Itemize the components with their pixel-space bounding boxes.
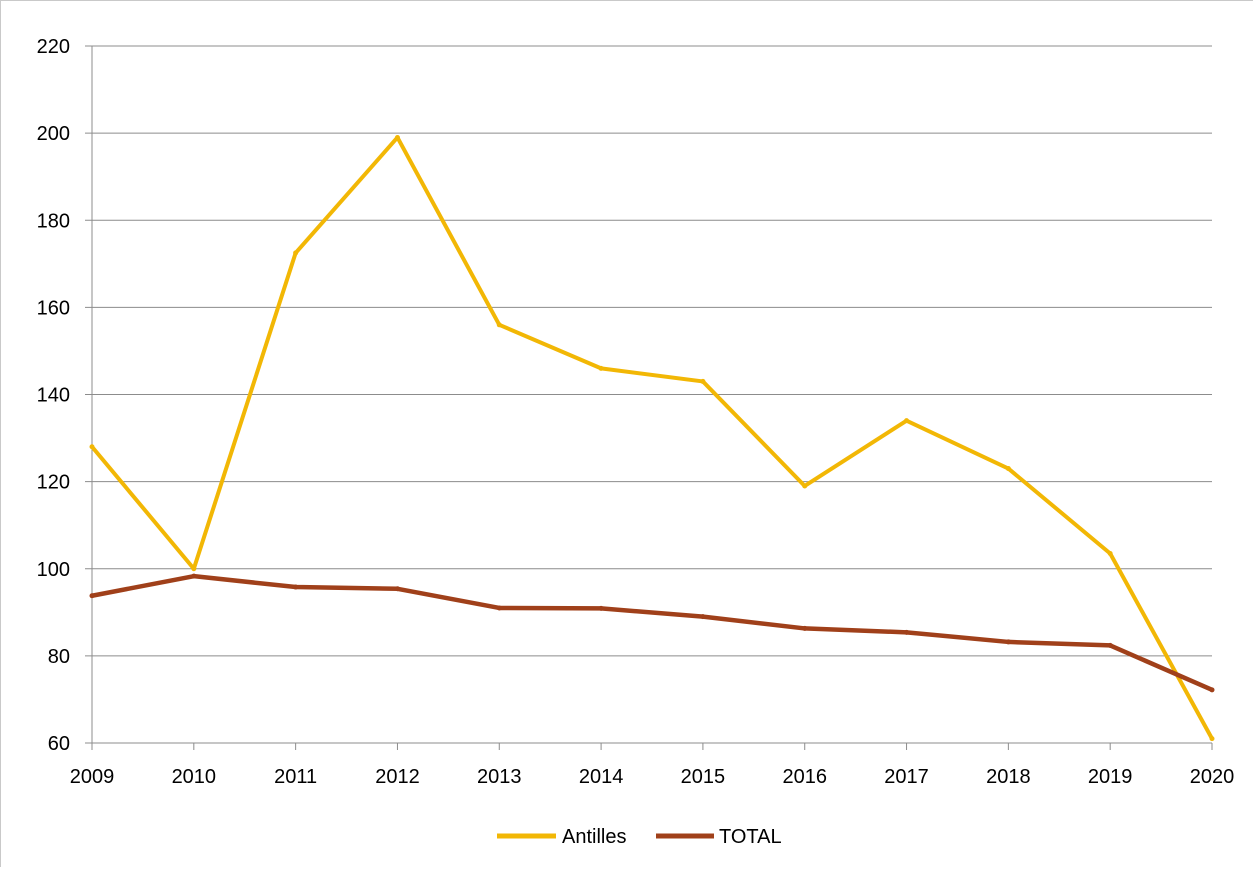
data-point-total-2012: [394, 586, 400, 592]
y-tick-labels: 60 80 100 120 140 160 180 200 220: [37, 36, 70, 755]
data-point-total-2017: [904, 629, 910, 635]
data-point-total-2013: [496, 605, 502, 611]
x-tick-label: 2010: [172, 766, 217, 788]
y-tick-label: 160: [37, 297, 70, 319]
y-tick-label: 120: [37, 472, 70, 494]
series-line-antilles: [90, 135, 1214, 741]
x-tick-label: 2016: [782, 766, 827, 788]
data-point-total-2020: [1209, 687, 1215, 693]
data-point-total-2010: [191, 573, 197, 579]
series-lines: [89, 134, 1215, 742]
data-point-total-2016: [802, 625, 808, 631]
y-tick-label: 60: [48, 733, 70, 755]
y-tick-label: 100: [37, 559, 70, 581]
series-line-total: [89, 573, 1215, 693]
y-tick-label: 180: [37, 210, 70, 232]
data-point-antilles-2016: [802, 483, 808, 489]
x-tick-label: 2017: [884, 766, 929, 788]
x-tick-label: 2014: [579, 766, 624, 788]
x-tick-label: 2015: [681, 766, 726, 788]
data-point-total-2015: [700, 614, 706, 620]
y-tick-label: 80: [48, 646, 70, 668]
x-tick-label: 2018: [986, 766, 1031, 788]
data-point-total-2018: [1005, 639, 1011, 645]
x-tick-labels: 2009 2010 2011 2012 2013 2014 2015 2016 2017 2018…: [70, 766, 1235, 788]
axes: [85, 45, 1213, 750]
y-tick-label: 200: [37, 123, 70, 145]
legend: Antilles TOTAL: [497, 826, 782, 848]
data-point-antilles-2012: [394, 134, 400, 140]
data-point-antilles-2014: [598, 365, 604, 371]
x-tick-label: 2011: [274, 766, 317, 788]
data-point-total-2009: [89, 593, 95, 599]
data-point-antilles-2019: [1107, 551, 1113, 557]
data-point-total-2011: [293, 584, 299, 590]
data-point-antilles-2020: [1209, 736, 1215, 742]
x-tick-label: 2013: [477, 766, 522, 788]
data-point-antilles-2013: [496, 322, 502, 328]
data-point-antilles-2017: [904, 418, 910, 424]
legend-label-total: TOTAL: [719, 826, 782, 848]
data-point-total-2014: [598, 605, 604, 611]
x-tick-label: 2009: [70, 766, 115, 788]
data-point-total-2019: [1107, 642, 1113, 648]
data-point-antilles-2009: [89, 444, 95, 450]
data-point-antilles-2015: [700, 378, 706, 384]
legend-label-antilles: Antilles: [562, 826, 626, 848]
gridlines: [92, 45, 1212, 657]
y-tick-label: 220: [37, 36, 70, 58]
data-point-antilles-2011: [293, 250, 299, 256]
x-tick-label: 2020: [1190, 766, 1235, 788]
x-tick-label: 2019: [1088, 766, 1133, 788]
data-point-antilles-2010: [191, 566, 197, 572]
y-tick-label: 140: [37, 385, 70, 407]
x-tick-label: 2012: [375, 766, 420, 788]
data-point-antilles-2018: [1005, 466, 1011, 472]
